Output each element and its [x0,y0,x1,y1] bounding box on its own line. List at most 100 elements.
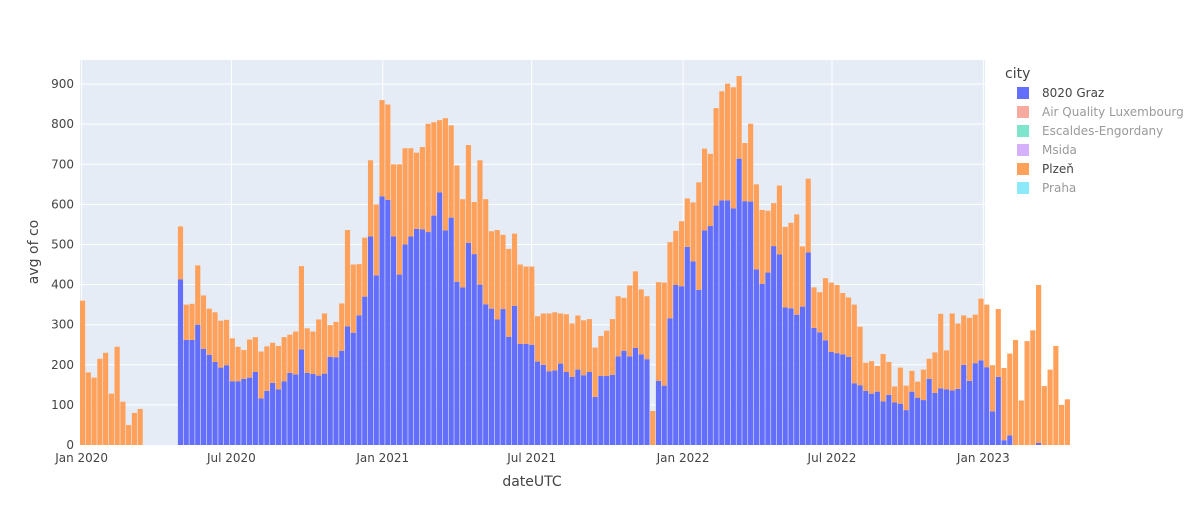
y-tick-label: 700 [51,157,74,171]
bar-plze- [293,331,299,375]
bar-plze- [431,122,437,216]
bar-plze- [794,214,800,315]
bar-plze- [264,346,270,391]
bar-8020-graz [206,354,212,445]
bar-plze- [247,339,253,378]
bar-plze- [529,266,535,345]
bar-8020-graz [667,318,673,445]
bar-plze- [373,204,379,276]
bar-plze- [408,148,414,237]
bar-8020-graz [442,230,448,445]
bar-8020-graz [356,315,362,445]
bar-plze- [316,319,322,376]
bar-8020-graz [500,309,506,445]
bar-8020-graz [736,158,742,445]
bar-plze- [880,353,886,402]
x-axis-title: dateUTC [502,474,562,490]
legend-label: 8020 Graz [1042,86,1104,100]
bar-8020-graz [581,375,587,445]
bar-8020-graz [776,254,783,445]
bar-8020-graz [270,382,276,445]
bar-plze- [863,362,869,391]
bar-8020-graz [385,199,391,445]
bar-8020-graz [506,336,512,445]
bar-8020-graz [321,373,328,445]
bar-8020-graz [822,340,829,445]
bar-plze- [120,401,126,445]
bar-plze- [805,178,811,253]
y-tick-label: 500 [51,237,74,251]
bar-8020-graz [707,226,713,445]
bar-8020-graz [534,361,541,445]
bar-8020-graz [794,314,800,445]
bar-8020-graz [235,381,241,445]
bar-8020-graz [367,236,374,445]
bar-plze- [932,352,938,393]
bar-8020-graz [909,391,915,445]
bar-8020-graz [477,284,483,445]
y-tick-label: 0 [66,438,74,452]
bar-plze- [701,148,708,231]
bar-8020-graz [177,279,184,445]
bar-8020-graz [857,385,863,445]
bar-plze- [333,321,339,358]
bar-plze- [137,408,143,445]
bar-8020-graz [920,400,926,445]
bar-8020-graz [569,376,575,445]
bar-plze- [103,352,109,445]
bar-plze- [713,108,719,206]
bar-plze- [390,164,397,237]
bar-8020-graz [943,389,950,445]
bar-plze- [212,312,218,362]
bar-plze- [955,323,961,389]
bar-8020-graz [880,401,886,445]
bar-8020-graz [897,403,903,445]
bar-plze- [621,297,627,351]
bar-8020-graz [431,215,437,445]
bar-8020-graz [892,402,898,445]
bar-plze- [874,365,880,392]
bar-8020-graz [540,364,546,445]
bar-8020-graz [223,365,230,445]
bar-8020-graz [465,242,472,445]
x-tick-label: Jan 2023 [956,451,1010,465]
bar-plze- [782,226,788,308]
bar-plze- [897,367,903,404]
bar-plze- [851,304,857,384]
legend-swatch [1017,106,1029,118]
bar-8020-graz [483,304,489,445]
bar-8020-graz [782,307,788,445]
bar-plze- [494,230,500,320]
bar-8020-graz [851,383,857,445]
bar-plze- [690,202,696,262]
bar-plze- [218,320,224,368]
bar-8020-graz [344,326,351,445]
bar-plze- [638,289,644,355]
bar-plze- [534,316,541,362]
bar-plze- [281,337,287,382]
bar-plze- [511,233,518,306]
bar-plze- [1036,284,1042,443]
bar-plze- [650,410,656,445]
bar-plze- [799,246,806,307]
bar-8020-graz [494,319,500,445]
bar-8020-graz [327,356,333,445]
bar-plze- [350,264,356,333]
bar-plze- [419,147,425,230]
bar-plze- [80,300,86,445]
bar-8020-graz [886,394,892,445]
bar-8020-graz [575,369,581,445]
bar-plze- [287,334,293,373]
bar-8020-graz [1036,442,1042,445]
bar-plze- [592,347,598,397]
bar-plze- [753,184,759,270]
bar-plze- [926,358,932,379]
legend-swatch [1017,125,1029,137]
y-tick-label: 600 [51,197,74,211]
x-tick-label: Jul 2020 [206,451,256,465]
bar-plze- [540,313,546,365]
y-tick-label: 800 [51,117,74,131]
bar-8020-graz [258,398,264,445]
bar-8020-graz [788,308,794,445]
